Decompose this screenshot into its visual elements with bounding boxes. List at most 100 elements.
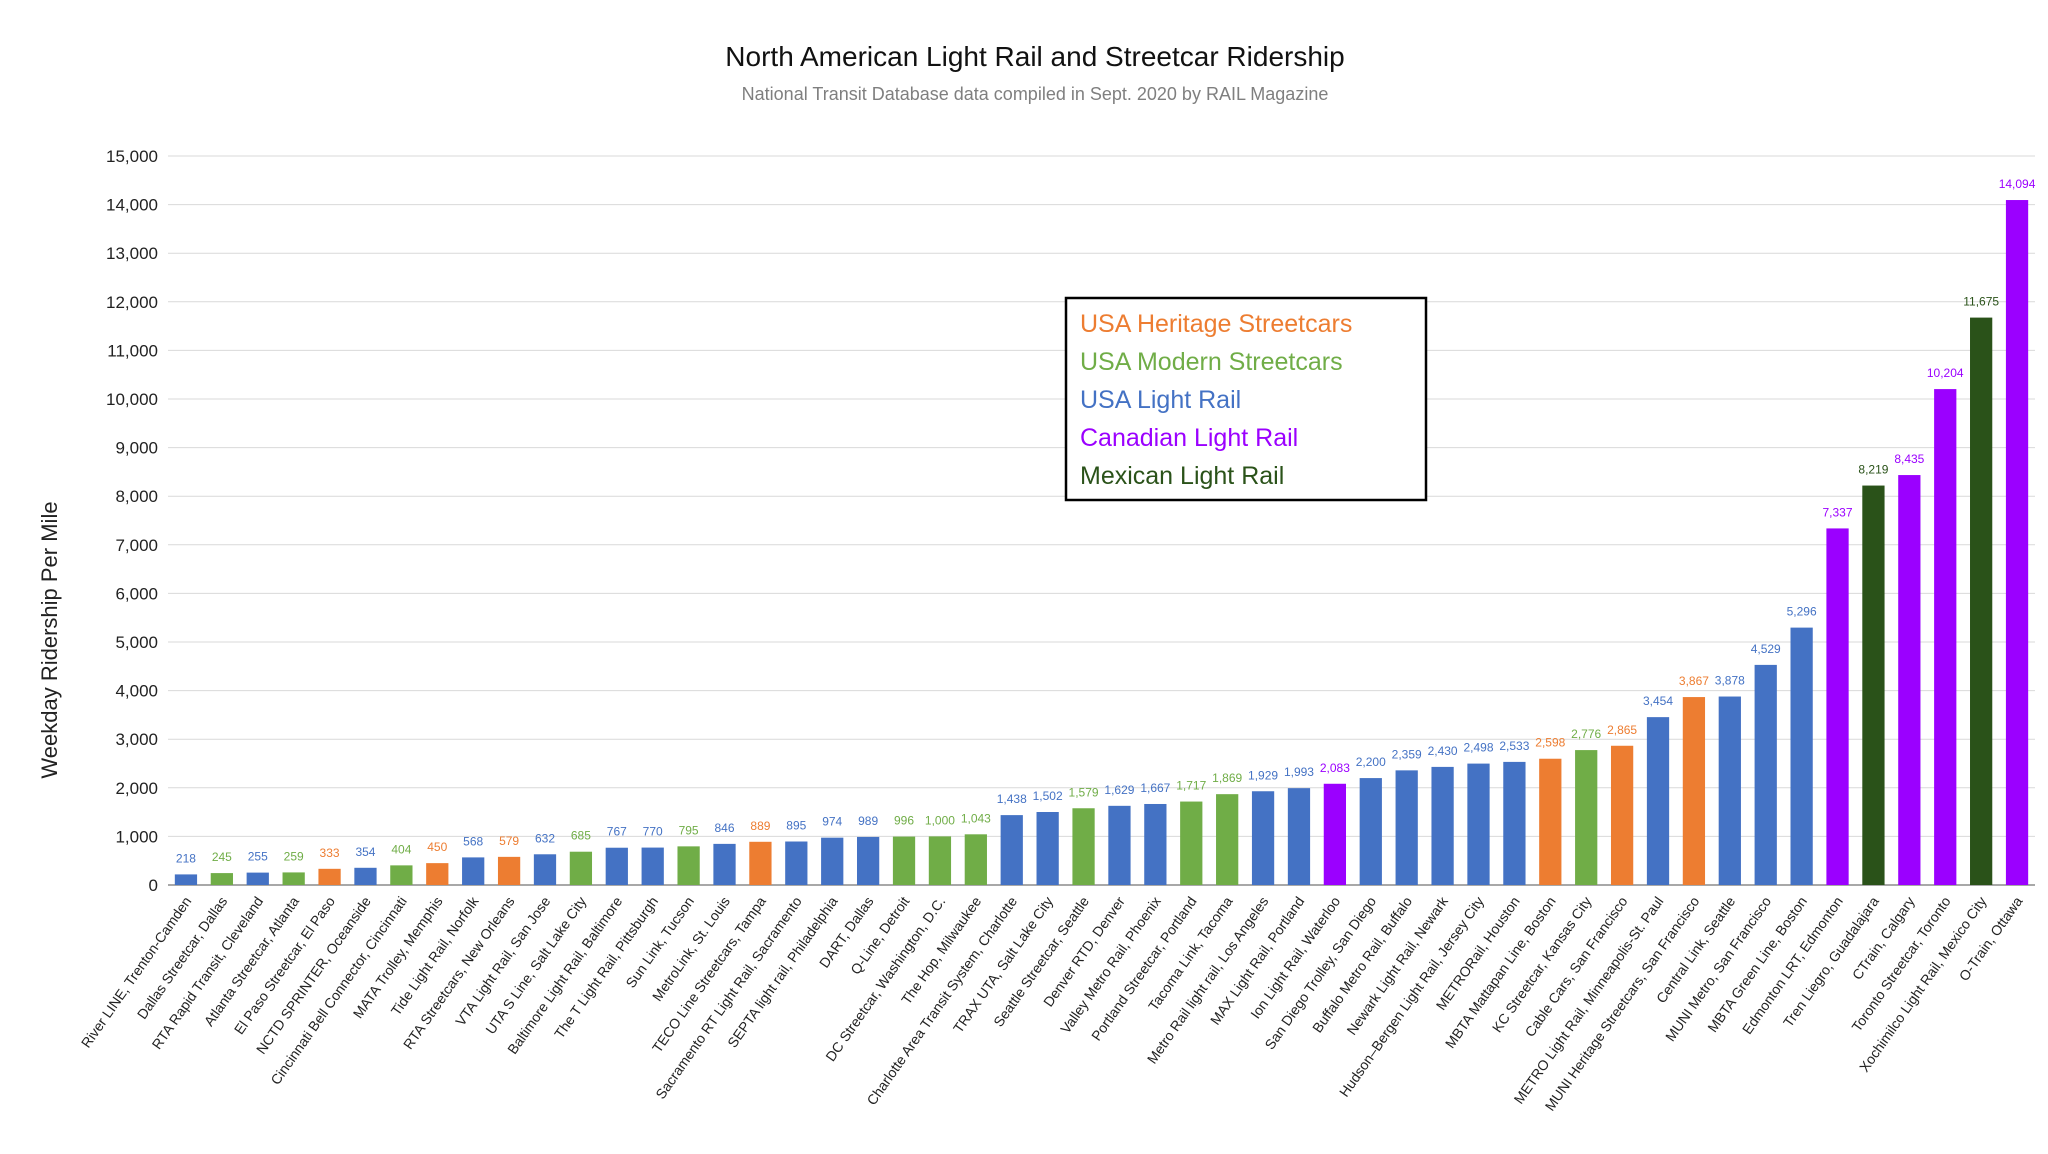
data-label: 218 xyxy=(176,851,196,865)
y-tick-label: 13,000 xyxy=(106,244,158,263)
bar xyxy=(1287,788,1311,885)
bar xyxy=(1503,761,1526,885)
data-label: 2,083 xyxy=(1320,761,1350,775)
data-label: 450 xyxy=(427,840,447,854)
bar xyxy=(210,873,233,885)
bar xyxy=(1934,389,1957,885)
bar xyxy=(1323,783,1347,885)
data-label: 770 xyxy=(643,825,663,839)
bar xyxy=(605,847,628,885)
bar xyxy=(1395,770,1418,885)
bar xyxy=(1216,794,1239,885)
data-label: 4,529 xyxy=(1751,642,1781,656)
data-label: 996 xyxy=(894,814,914,828)
legend-entry: USA Heritage Streetcars xyxy=(1080,310,1352,338)
legend-box xyxy=(1064,296,1428,502)
data-label: 767 xyxy=(607,825,627,839)
data-label: 8,219 xyxy=(1858,463,1888,477)
bar xyxy=(497,856,521,885)
data-label: 568 xyxy=(463,834,483,848)
bar xyxy=(1144,803,1167,885)
bar xyxy=(1575,750,1598,885)
data-label: 1,929 xyxy=(1248,768,1278,782)
y-axis-label: Weekday Ridership Per Mile xyxy=(37,501,62,778)
value-labels: 218 245 255 259 333 354 404 450 568 579 632 685 767 7… xyxy=(176,177,2036,865)
data-label: 685 xyxy=(571,829,591,843)
bar xyxy=(2005,200,2029,885)
y-tick-label: 10,000 xyxy=(106,390,158,409)
y-tick-label: 9,000 xyxy=(115,439,158,458)
bar xyxy=(1646,717,1670,885)
bar xyxy=(1826,528,1849,885)
bar xyxy=(1862,485,1885,885)
y-tick-label: 11,000 xyxy=(107,341,158,360)
bar xyxy=(1000,815,1023,885)
data-label: 1,502 xyxy=(1033,789,1063,803)
y-tick-label: 14,000 xyxy=(106,196,158,215)
data-label: 1,993 xyxy=(1284,765,1314,779)
bar xyxy=(1898,475,1921,885)
data-label: 2,200 xyxy=(1356,755,1386,769)
bar xyxy=(749,841,772,885)
legend-entry: USA Light Rail xyxy=(1080,386,1241,414)
data-label: 974 xyxy=(822,815,842,829)
bar xyxy=(713,843,736,885)
bar xyxy=(1251,791,1275,885)
y-tick-label: 5,000 xyxy=(115,633,158,652)
data-label: 14,094 xyxy=(1999,177,2036,191)
data-label: 2,776 xyxy=(1571,727,1601,741)
data-label: 5,296 xyxy=(1787,605,1817,619)
bar xyxy=(1180,801,1203,885)
data-label: 2,430 xyxy=(1428,744,1458,758)
bar xyxy=(785,841,808,885)
data-label: 989 xyxy=(858,814,878,828)
y-tick-label: 8,000 xyxy=(115,487,158,506)
data-label: 7,337 xyxy=(1823,505,1853,519)
bar xyxy=(928,836,952,885)
bar xyxy=(641,847,664,885)
bar xyxy=(318,868,341,885)
bar xyxy=(1610,745,1634,885)
data-label: 1,629 xyxy=(1104,783,1134,797)
data-label: 1,667 xyxy=(1140,781,1170,795)
y-axis-ticks: 0 1,000 2,000 3,000 4,000 5,000 6,000 7,000 8,00… xyxy=(106,147,158,895)
data-label: 354 xyxy=(355,845,375,859)
data-label: 1,717 xyxy=(1176,779,1206,793)
data-label: 2,498 xyxy=(1463,741,1493,755)
data-label: 3,878 xyxy=(1715,674,1745,688)
bar xyxy=(462,857,485,885)
data-label: 1,438 xyxy=(997,792,1027,806)
bar xyxy=(1036,812,1059,885)
bar-series xyxy=(174,200,2029,886)
data-label: 245 xyxy=(212,850,232,864)
data-label: 795 xyxy=(679,823,699,837)
bar xyxy=(677,846,700,885)
bar xyxy=(821,837,844,885)
bar xyxy=(856,836,880,885)
data-label: 11,675 xyxy=(1963,295,1999,309)
data-label: 3,867 xyxy=(1679,674,1709,688)
bar xyxy=(1359,778,1382,885)
data-label: 1,579 xyxy=(1069,785,1099,799)
chart-title: North American Light Rail and Streetcar … xyxy=(725,41,1344,72)
data-label: 1,043 xyxy=(961,811,991,825)
data-label: 8,435 xyxy=(1894,452,1924,466)
data-label: 333 xyxy=(320,846,340,860)
y-tick-label: 1,000 xyxy=(115,827,158,846)
bar xyxy=(246,872,269,885)
data-label: 632 xyxy=(535,831,555,845)
bar xyxy=(174,874,198,885)
bar xyxy=(390,865,413,885)
data-label: 2,359 xyxy=(1392,747,1422,761)
bar xyxy=(892,836,916,885)
bar xyxy=(533,854,557,885)
y-tick-label: 2,000 xyxy=(115,779,158,798)
legend-entry: Mexican Light Rail xyxy=(1080,462,1284,490)
y-tick-label: 12,000 xyxy=(106,293,158,312)
bar xyxy=(1072,808,1095,885)
bar xyxy=(964,834,987,885)
legend: USA Heritage Streetcars USA Modern Street… xyxy=(1064,296,1428,502)
legend-entry: Canadian Light Rail xyxy=(1080,424,1298,452)
